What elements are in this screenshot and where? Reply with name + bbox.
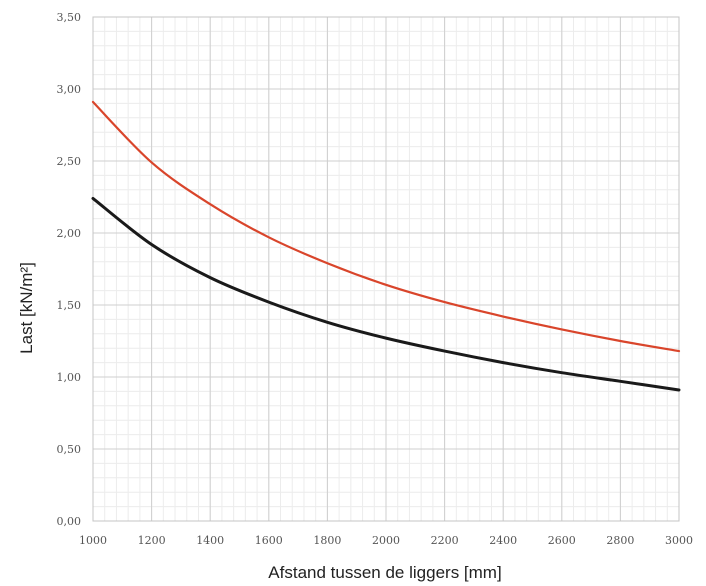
- x-tick-label: 1400: [196, 534, 224, 547]
- y-tick-label: 1,00: [57, 371, 82, 384]
- y-axis-ticks: 0,00 0,50 1,00 1,50 2,00 2,50 3,00 3,50: [57, 11, 82, 528]
- plot-frame: [92, 16, 680, 522]
- y-tick-label: 3,00: [57, 83, 82, 96]
- x-tick-label: 3000: [665, 534, 693, 547]
- y-tick-label: 1,50: [57, 299, 82, 312]
- x-tick-label: 1000: [79, 534, 107, 547]
- x-axis-ticks: 1000 1200 1400 1600 1800 2000 2200 2400 2600 2800…: [79, 534, 693, 547]
- x-tick-label: 1200: [138, 534, 166, 547]
- y-tick-label: 0,00: [57, 515, 82, 528]
- x-tick-label: 2800: [606, 534, 634, 547]
- x-axis-label: Afstand tussen de liggers [mm]: [268, 563, 501, 582]
- series-layer: [91, 100, 681, 392]
- y-axis-label: Last [kN/m²]: [17, 262, 36, 354]
- y-tick-label: 3,50: [57, 11, 82, 24]
- series-line-2: [91, 196, 681, 392]
- plot-border: [92, 16, 680, 522]
- y-tick-label: 2,00: [57, 227, 82, 240]
- major-grid: [92, 16, 680, 522]
- x-tick-label: 2000: [372, 534, 400, 547]
- x-tick-label: 2400: [489, 534, 517, 547]
- y-tick-label: 2,50: [57, 155, 82, 168]
- series-line-1: [91, 100, 681, 353]
- x-tick-label: 1800: [313, 534, 341, 547]
- x-tick-label: 1600: [255, 534, 283, 547]
- x-tick-label: 2200: [431, 534, 459, 547]
- y-tick-label: 0,50: [57, 443, 82, 456]
- x-tick-label: 2600: [548, 534, 576, 547]
